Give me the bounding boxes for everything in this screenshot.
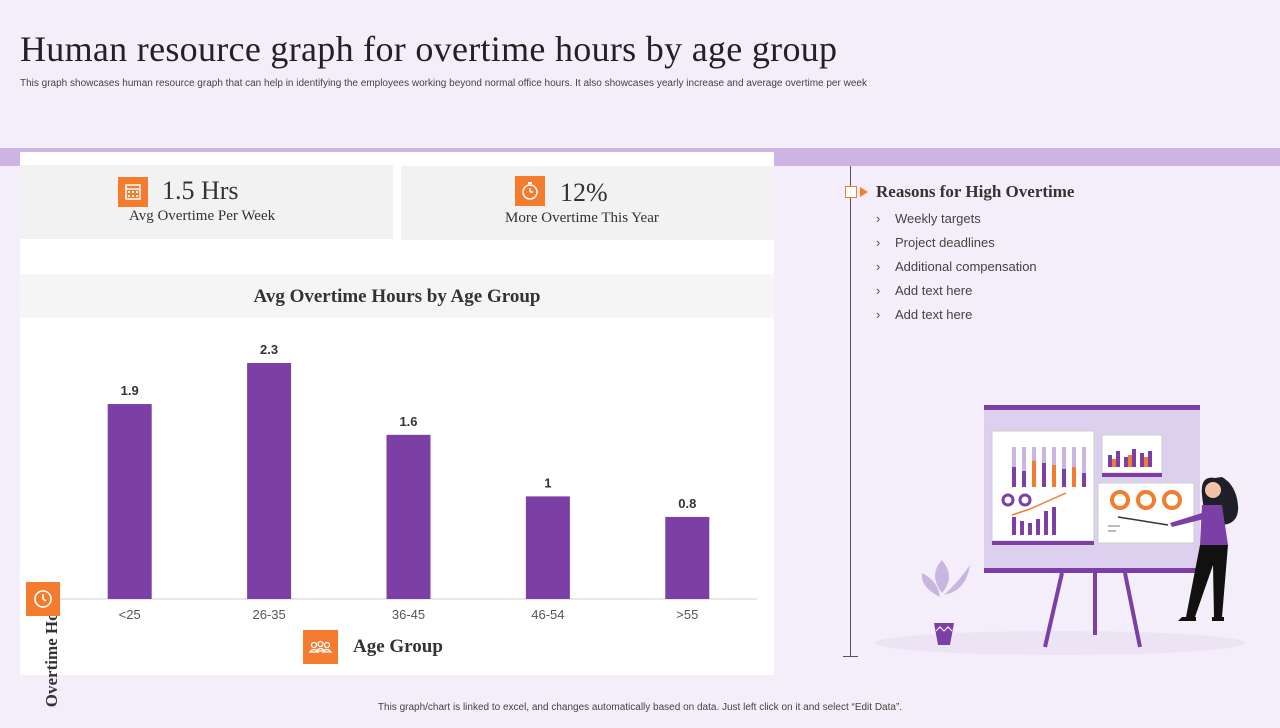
chevron-right-icon: ›: [876, 259, 881, 274]
bar-46-54[interactable]: [525, 496, 570, 599]
chevron-right-icon: ›: [876, 211, 881, 226]
bar->55[interactable]: [665, 516, 710, 599]
timeline-cap: [843, 656, 858, 657]
kpi-card-yearly: 12% More Overtime This Year: [401, 166, 774, 240]
timeline-marker: [845, 186, 857, 198]
x-tick-label-26-35: 26-35: [252, 607, 285, 622]
chart-header: Avg Overtime Hours by Age Group: [20, 274, 774, 318]
kpi-value-weekly: 1.5 Hrs: [162, 176, 239, 205]
data-label-46-54: 1: [544, 475, 551, 490]
chart-panel: 1.5 Hrs Avg Overtime Per Week 12% More O…: [20, 152, 774, 707]
reasons-title: Reasons for High Overtime: [876, 182, 1075, 201]
kpi-label-yearly: More Overtime This Year: [505, 210, 659, 226]
presenter-illustration: [875, 405, 1245, 655]
reason-item: › Add text here: [876, 307, 973, 322]
x-tick-label->55: >55: [676, 607, 698, 622]
x-tick-label-46-54: 46-54: [531, 607, 564, 622]
footer-note: This graph/chart is linked to excel, and…: [377, 702, 903, 713]
kpi-value-yearly: 12%: [560, 178, 608, 207]
x-axis-label: Age Group: [353, 636, 443, 657]
people-group-icon: [303, 630, 338, 664]
reason-item: › Project deadlines: [876, 235, 995, 250]
bar-chart[interactable]: 1.9 <25 2.3 26-35 1.6 36-45 1 46-54 0.8 >55: [20, 152, 774, 675]
bar-26-35[interactable]: [247, 363, 292, 599]
data-label-<25: 1.9: [121, 383, 139, 398]
chevron-right-icon: ›: [876, 307, 881, 322]
chevron-right-icon: ›: [876, 283, 881, 298]
data-label->55: 0.8: [678, 496, 696, 511]
timeline-line: [850, 166, 851, 656]
calendar-icon: [118, 177, 148, 207]
kpi-card-weekly: 1.5 Hrs Avg Overtime Per Week: [20, 165, 393, 239]
clock-icon: [26, 582, 60, 616]
bar-<25[interactable]: [107, 404, 152, 599]
reason-item: › Weekly targets: [876, 211, 981, 226]
stopwatch-icon: [515, 176, 545, 206]
arrow-right-icon: [860, 187, 868, 197]
chevron-right-icon: ›: [876, 235, 881, 250]
x-tick-label-36-45: 36-45: [392, 607, 425, 622]
chart-title: Avg Overtime Hours by Age Group: [253, 286, 541, 307]
page-subtitle: This graph showcases human resource grap…: [20, 78, 867, 89]
reason-item: › Additional compensation: [876, 259, 1037, 274]
reason-item: › Add text here: [876, 283, 973, 298]
bar-36-45[interactable]: [386, 434, 431, 599]
data-label-26-35: 2.3: [260, 342, 278, 357]
data-label-36-45: 1.6: [399, 414, 417, 429]
page-title: Human resource graph for overtime hours …: [20, 29, 838, 69]
kpi-label-weekly: Avg Overtime Per Week: [129, 208, 276, 224]
x-tick-label-<25: <25: [119, 607, 141, 622]
